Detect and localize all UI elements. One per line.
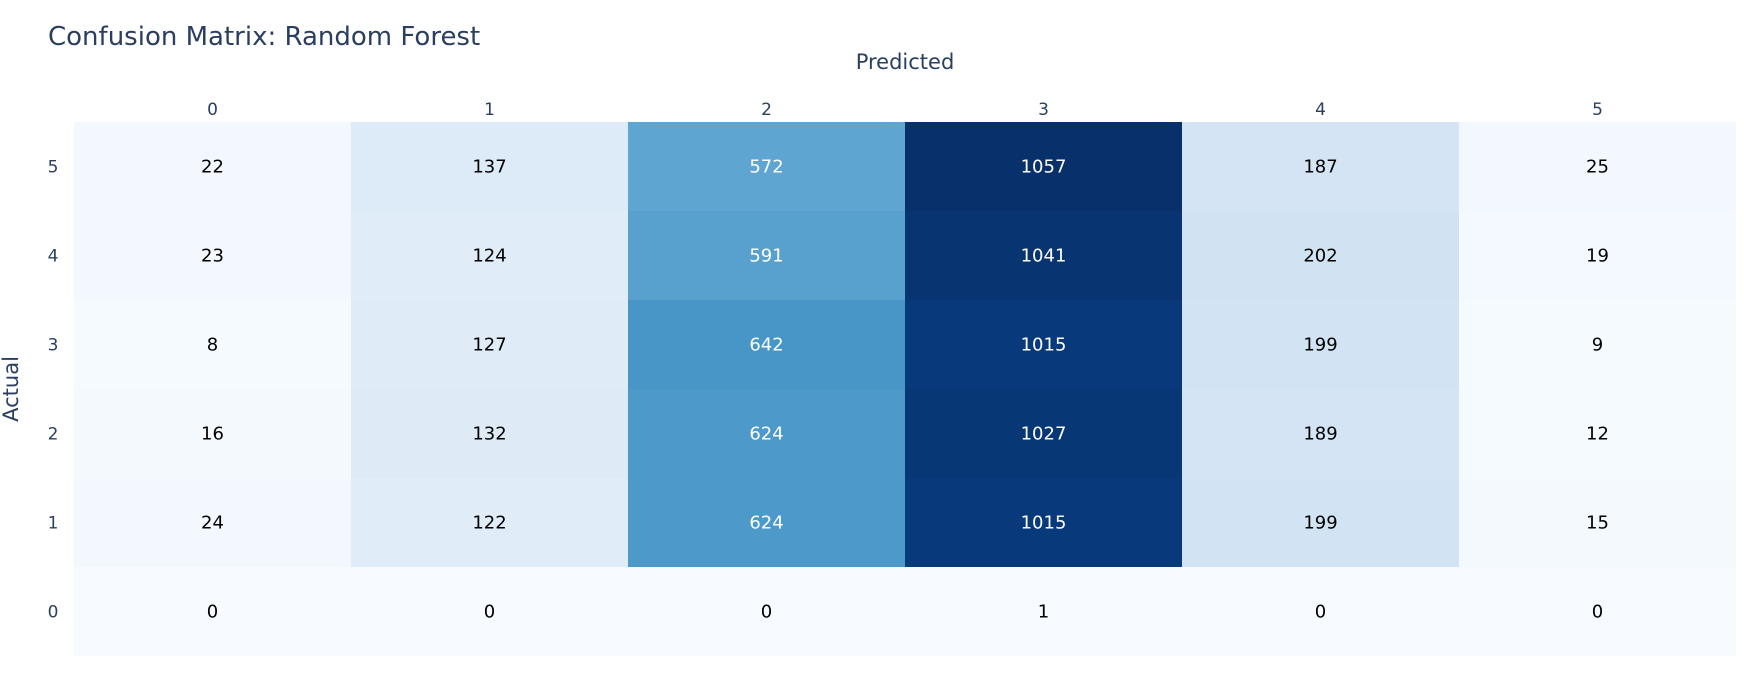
x-tick-label-0: 0 [207, 100, 218, 120]
cell-value-label: 1041 [1021, 246, 1067, 267]
cell-value-label: 12 [1586, 424, 1609, 445]
heatmap-cell-actual-5-predicted-0 [74, 122, 351, 211]
heatmap-cell-actual-3-predicted-5 [1459, 300, 1736, 389]
cell-value-label: 642 [749, 335, 783, 356]
heatmap-cell-actual-2-predicted-2 [628, 389, 905, 478]
cell-value-label: 124 [472, 246, 506, 267]
heatmap-cell-actual-2-predicted-5 [1459, 389, 1736, 478]
x-tick-label-4: 4 [1315, 100, 1326, 120]
cell-value-label: 591 [749, 246, 783, 267]
cell-value-label: 624 [749, 424, 783, 445]
heatmap-cell-actual-3-predicted-1 [351, 300, 628, 389]
y-tick-label-1: 1 [48, 514, 59, 534]
cell-value-label: 1015 [1021, 335, 1067, 356]
cell-value-label: 1057 [1021, 157, 1067, 178]
cell-value-label: 22 [201, 157, 224, 178]
cell-value-label: 0 [207, 602, 218, 623]
cell-value-label: 16 [201, 424, 224, 445]
heatmap-cell-actual-2-predicted-3 [905, 389, 1182, 478]
cell-value-label: 127 [472, 335, 506, 356]
cell-value-label: 0 [484, 602, 495, 623]
y-axis-label: Actual [0, 356, 23, 422]
y-tick-label-2: 2 [48, 425, 59, 445]
cell-value-label: 199 [1303, 513, 1337, 534]
heatmap-cell-actual-3-predicted-4 [1182, 300, 1459, 389]
cell-value-label: 19 [1586, 246, 1609, 267]
heatmap-cell-actual-1-predicted-5 [1459, 478, 1736, 567]
y-tick-label-4: 4 [48, 247, 59, 267]
cell-value-label: 9 [1592, 335, 1603, 356]
heatmap-cell-actual-5-predicted-4 [1182, 122, 1459, 211]
heatmap-cell-actual-0-predicted-4 [1182, 567, 1459, 656]
cell-value-label: 15 [1586, 513, 1609, 534]
cell-value-label: 137 [472, 157, 506, 178]
cell-value-label: 572 [749, 157, 783, 178]
y-axis-ticks: 5 4 3 2 1 0 [48, 158, 59, 623]
heatmap-cell-actual-2-predicted-0 [74, 389, 351, 478]
heatmap-cells [74, 122, 1736, 656]
cell-value-label: 187 [1303, 157, 1337, 178]
x-tick-label-1: 1 [484, 100, 495, 120]
cell-value-label: 8 [207, 335, 218, 356]
heatmap-cell-actual-4-predicted-5 [1459, 211, 1736, 300]
cell-value-label: 0 [1315, 602, 1326, 623]
heatmap-cell-actual-1-predicted-3 [905, 478, 1182, 567]
cell-value-label: 24 [201, 513, 224, 534]
heatmap-cell-actual-4-predicted-0 [74, 211, 351, 300]
x-axis-label: Predicted [856, 50, 955, 74]
chart-title: Confusion Matrix: Random Forest [48, 22, 480, 52]
cell-value-label: 132 [472, 424, 506, 445]
x-tick-label-3: 3 [1038, 100, 1049, 120]
heatmap-cell-actual-1-predicted-2 [628, 478, 905, 567]
heatmap-cell-actual-0-predicted-5 [1459, 567, 1736, 656]
cell-value-label: 199 [1303, 335, 1337, 356]
cell-value-label: 0 [1592, 602, 1603, 623]
cell-value-label: 122 [472, 513, 506, 534]
x-axis-ticks: 0 1 2 3 4 5 [207, 100, 1603, 120]
heatmap-cell-actual-3-predicted-2 [628, 300, 905, 389]
heatmap-cell-actual-0-predicted-0 [74, 567, 351, 656]
heatmap-cell-actual-2-predicted-1 [351, 389, 628, 478]
heatmap-cell-actual-5-predicted-2 [628, 122, 905, 211]
heatmap-cell-actual-4-predicted-2 [628, 211, 905, 300]
heatmap-cell-actual-5-predicted-1 [351, 122, 628, 211]
heatmap-cell-actual-1-predicted-1 [351, 478, 628, 567]
y-tick-label-0: 0 [48, 603, 59, 623]
cell-value-label: 189 [1303, 424, 1337, 445]
heatmap-cell-actual-0-predicted-1 [351, 567, 628, 656]
cell-value-label: 23 [201, 246, 224, 267]
heatmap-cell-actual-3-predicted-0 [74, 300, 351, 389]
heatmap-cell-actual-0-predicted-2 [628, 567, 905, 656]
heatmap-cell-actual-5-predicted-5 [1459, 122, 1736, 211]
x-tick-label-2: 2 [761, 100, 772, 120]
cell-value-label: 1015 [1021, 513, 1067, 534]
y-tick-label-5: 5 [48, 158, 59, 178]
heatmap-cell-actual-1-predicted-4 [1182, 478, 1459, 567]
heatmap-cell-actual-4-predicted-4 [1182, 211, 1459, 300]
cell-value-label: 624 [749, 513, 783, 534]
cell-value-label: 0 [761, 602, 772, 623]
heatmap-cell-actual-1-predicted-0 [74, 478, 351, 567]
heatmap-cell-actual-3-predicted-3 [905, 300, 1182, 389]
cell-value-label: 1 [1038, 602, 1049, 623]
cell-value-label: 202 [1303, 246, 1337, 267]
cell-value-label: 25 [1586, 157, 1609, 178]
x-tick-label-5: 5 [1592, 100, 1603, 120]
heatmap-cell-actual-0-predicted-3 [905, 567, 1182, 656]
heatmap-cell-actual-4-predicted-3 [905, 211, 1182, 300]
cell-value-label: 1027 [1021, 424, 1067, 445]
heatmap-cell-actual-4-predicted-1 [351, 211, 628, 300]
heatmap-cell-actual-2-predicted-4 [1182, 389, 1459, 478]
heatmap-cell-actual-5-predicted-3 [905, 122, 1182, 211]
y-tick-label-3: 3 [48, 336, 59, 356]
